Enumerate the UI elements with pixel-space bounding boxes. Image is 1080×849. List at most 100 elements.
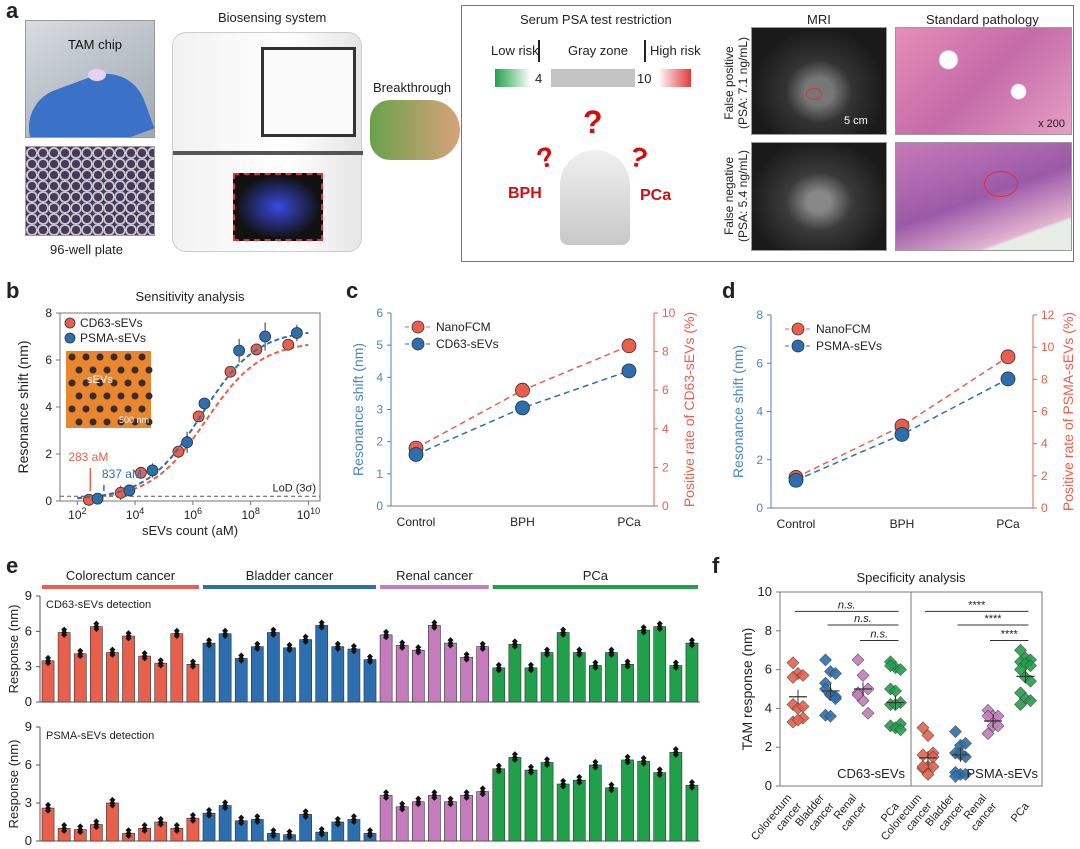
x-tick-label: 102 [68, 506, 86, 522]
x-tick-label: Control [777, 517, 816, 531]
bar [476, 646, 490, 703]
y-tick-label: 0 [45, 494, 52, 508]
chip-label: TAM chip [68, 37, 122, 52]
nanohole [68, 405, 76, 413]
y-tick-label: 8 [765, 623, 772, 638]
mri-false-negative-image [751, 142, 887, 251]
replicate-point [431, 794, 438, 801]
y2-tick-label: 8 [1041, 372, 1048, 386]
bar [234, 658, 248, 703]
data-point [796, 668, 810, 682]
replicate-point [544, 651, 551, 658]
replicate-point [206, 642, 213, 649]
significance-label: **** [968, 599, 986, 611]
replicate-point [656, 625, 663, 632]
legend-marker [411, 337, 425, 351]
data-point [786, 670, 800, 684]
chart-title: Specificity analysis [856, 570, 966, 585]
bar [444, 801, 457, 842]
y-axis-label: Resonance shift (nm) [730, 345, 746, 478]
device-divider [173, 151, 363, 155]
replicate-point [125, 832, 132, 839]
bar [637, 629, 651, 703]
replicate-point [254, 819, 261, 825]
replicate-point [109, 796, 116, 803]
bar [186, 664, 200, 703]
data-point [224, 365, 237, 378]
replicate-point [624, 753, 631, 760]
replicate-point [61, 827, 68, 834]
replicate-point [383, 789, 390, 796]
data-point [894, 663, 907, 677]
replicate-point [254, 646, 261, 652]
legend-label: PSMA-sEVs [80, 331, 146, 345]
replicate-point [334, 815, 341, 822]
y-axis-label: Resonance shift (nm) [15, 340, 31, 473]
nanohole [145, 392, 153, 400]
x-tick-label: PCa [1009, 800, 1033, 825]
data-point [981, 727, 995, 741]
biosensing-device [172, 32, 363, 252]
group-label: Bladder cancer [246, 568, 334, 583]
data-point [926, 760, 940, 774]
high-risk-label: High risk [650, 43, 701, 58]
replicate-point [624, 759, 631, 766]
replicate-point [93, 824, 100, 831]
mri-title: MRI [807, 12, 831, 27]
y-tick-label: 8 [45, 306, 52, 320]
x-tick-label: PCa [617, 515, 641, 529]
nanohole [131, 392, 139, 400]
y-tick-label: 2 [376, 435, 383, 449]
replicate-point [206, 806, 213, 813]
x-axis-label: sEVs count (aM) [142, 523, 238, 538]
replicate-point [560, 783, 567, 790]
y2-tick-label: 10 [1041, 340, 1055, 354]
bar [379, 795, 393, 842]
data-point [791, 713, 805, 727]
bar [218, 633, 232, 703]
group-label: Colorectum cancer [66, 568, 176, 583]
x-tick-label: PCa [996, 517, 1020, 531]
fit-curve-CD63-sEVs [77, 343, 309, 500]
x-tick-label: Control [397, 515, 436, 529]
data-point [621, 338, 637, 354]
fit-curve-PSMA-sEVs [77, 331, 309, 499]
y-tick-label: 0 [25, 833, 32, 848]
bar [299, 639, 312, 703]
replicate-point [125, 827, 132, 834]
data-point [884, 659, 897, 673]
data-point [1024, 659, 1037, 673]
nanohole [138, 379, 146, 387]
replicate-point [688, 784, 695, 791]
data-point [123, 484, 136, 497]
nanohole [145, 418, 153, 426]
replicate-point [527, 763, 534, 770]
data-point [192, 410, 205, 423]
y-axis-label: TAM response (nm) [739, 628, 755, 751]
data-point [921, 729, 935, 742]
y-tick-label: 6 [25, 623, 32, 638]
data-point [1024, 694, 1037, 708]
data-point [894, 427, 910, 442]
data-point [916, 748, 930, 762]
replicate-point [173, 827, 180, 834]
series-line-NanoFCM [795, 356, 1009, 479]
replicate-point [592, 758, 599, 765]
bar [508, 643, 522, 703]
significance-label: **** [984, 613, 1002, 625]
data-point [894, 723, 907, 737]
series-label: PSMA-sEVs detection [46, 730, 154, 742]
data-point [233, 344, 246, 357]
nanohole [110, 379, 118, 387]
lesion-circle [984, 171, 1018, 197]
panel-label-e: e [6, 553, 19, 578]
bar [605, 652, 618, 703]
replicate-point [592, 764, 599, 771]
y-axis-label: Resonance shift (nm) [350, 343, 366, 476]
data-point [1014, 698, 1027, 711]
data-point [408, 447, 424, 462]
bar [411, 649, 425, 703]
bar [685, 784, 699, 842]
replicate-point [479, 646, 486, 652]
nanohole [103, 418, 111, 426]
